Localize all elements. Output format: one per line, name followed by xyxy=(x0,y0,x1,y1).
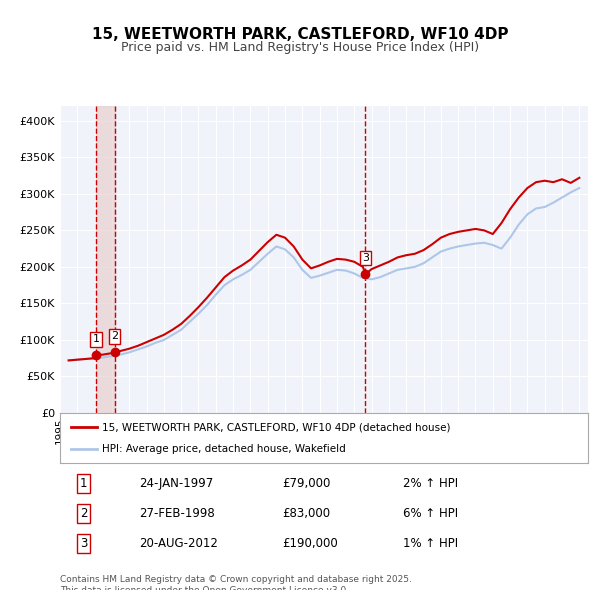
Text: £190,000: £190,000 xyxy=(282,537,338,550)
Text: 1: 1 xyxy=(80,477,88,490)
Text: 20-AUG-2012: 20-AUG-2012 xyxy=(139,537,218,550)
Text: £79,000: £79,000 xyxy=(282,477,330,490)
Text: Contains HM Land Registry data © Crown copyright and database right 2025.
This d: Contains HM Land Registry data © Crown c… xyxy=(60,575,412,590)
Text: 3: 3 xyxy=(80,537,88,550)
Text: 1: 1 xyxy=(92,335,100,345)
Text: £83,000: £83,000 xyxy=(282,507,330,520)
Text: Price paid vs. HM Land Registry's House Price Index (HPI): Price paid vs. HM Land Registry's House … xyxy=(121,41,479,54)
Text: 15, WEETWORTH PARK, CASTLEFORD, WF10 4DP: 15, WEETWORTH PARK, CASTLEFORD, WF10 4DP xyxy=(92,27,508,41)
Bar xyxy=(96,106,115,413)
Text: 3: 3 xyxy=(362,253,369,263)
Text: 24-JAN-1997: 24-JAN-1997 xyxy=(139,477,214,490)
Text: 15, WEETWORTH PARK, CASTLEFORD, WF10 4DP (detached house): 15, WEETWORTH PARK, CASTLEFORD, WF10 4DP… xyxy=(102,422,451,432)
Text: 27-FEB-1998: 27-FEB-1998 xyxy=(139,507,215,520)
Text: 6% ↑ HPI: 6% ↑ HPI xyxy=(403,507,458,520)
Text: 2: 2 xyxy=(80,507,88,520)
Text: 2% ↑ HPI: 2% ↑ HPI xyxy=(403,477,458,490)
Text: 1% ↑ HPI: 1% ↑ HPI xyxy=(403,537,458,550)
Text: 2: 2 xyxy=(111,332,118,342)
Text: HPI: Average price, detached house, Wakefield: HPI: Average price, detached house, Wake… xyxy=(102,444,346,454)
